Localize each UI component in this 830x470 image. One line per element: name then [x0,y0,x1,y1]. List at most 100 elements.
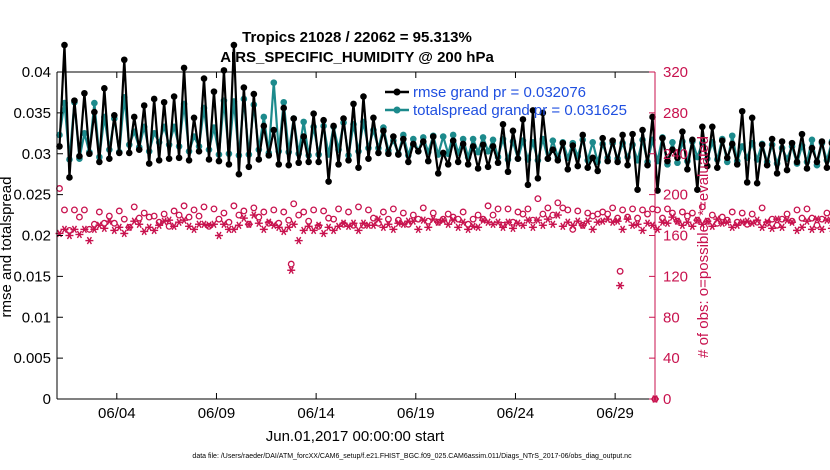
rmse-point [768,135,776,143]
obs-possible-marker [389,205,397,213]
obs-evaluated-marker [254,219,263,228]
rmse-point [130,113,138,121]
totalspread-point [300,118,307,126]
rmse-point [454,158,462,166]
y-tick-label: 0.015 [13,268,51,285]
obs-evaluated-marker [768,224,777,233]
obs-evaluated-marker [459,218,468,227]
rmse-point [365,155,372,162]
rmse-point [554,156,562,164]
rmse-point [135,146,143,153]
obs-possible-marker [803,205,811,213]
y2-tick-label: 80 [663,309,680,326]
obs-evaluated-marker [763,218,772,227]
rmse-point [429,133,437,140]
rmse-point [66,174,73,181]
obs-evaluated-marker [274,223,283,232]
obs-possible-marker [619,206,627,214]
obs-evaluated-marker [239,214,248,222]
totalspread-point [270,79,278,86]
obs-evaluated-marker [369,221,378,230]
rmse-point [589,154,597,162]
rmse-point [165,155,173,162]
obs-possible-marker [539,210,547,218]
obs-possible-marker [808,214,816,222]
y2-tick-label: 0 [663,391,671,408]
obs-evaluated-marker [409,217,418,226]
legend-spread-label: totalspread grand pr = 0.031625 [413,102,627,119]
obs-evaluated-marker [329,226,338,235]
obs-evaluated-marker [558,222,567,231]
obs-evaluated-marker [723,218,732,227]
y-tick-label: 0.03 [22,146,51,163]
rmse-point [305,158,312,166]
rmse-point [649,113,656,121]
obs-evaluated-marker [140,227,149,236]
obs-evaluated-marker [65,231,74,240]
obs-evaluated-marker [249,211,258,219]
totalspread-point [549,137,557,144]
rmse-line [58,43,830,192]
rmse-point [145,160,153,167]
rmse-point [818,138,826,145]
plot-background [57,72,655,399]
obs-evaluated-marker [528,223,537,232]
y2-tick-label: 160 [663,228,688,245]
rmse-point [185,156,193,164]
obs-possible-marker [414,215,422,223]
obs-count-markers [55,185,830,403]
rmse-point [340,115,347,122]
rmse-point [235,170,243,178]
obs-evaluated-marker [444,220,453,229]
obs-possible-marker [295,211,303,219]
obs-evaluated-marker [90,225,99,234]
rmse-point [728,140,736,148]
obs-possible-marker [664,205,671,213]
rmse-point [738,107,746,115]
obs-evaluated-marker [160,217,169,226]
obs-evaluated-marker [508,224,517,233]
y2-axis-label: # of obs: o=possible; *=evaluated [695,136,712,358]
rmse-point [763,161,771,169]
x-tick-label: 06/29 [596,405,634,422]
rmse-point [733,161,741,168]
x-tick-label: 06/24 [497,405,535,422]
obs-evaluated-marker [190,225,199,234]
x-tick-label: 06/09 [198,405,236,422]
rmse-point [758,141,766,149]
rmse-point [639,126,646,134]
rmse-point [410,140,417,148]
obs-evaluated-marker [553,211,562,219]
obs-possible-marker [215,215,223,223]
obs-possible-marker [195,212,203,220]
rmse-point [584,164,592,171]
obs-possible-marker [190,206,198,214]
obs-possible-marker [459,208,467,216]
rmse-point [220,67,228,74]
y2-tick-label: 40 [663,350,680,367]
totalspread-point [669,139,676,146]
rmse-point [529,107,537,114]
obs-evaluated-marker [309,226,318,235]
obs-evaluated-marker [693,216,702,224]
obs-possible-marker [90,220,98,228]
rmse-point [320,116,327,124]
rmse-point [375,149,382,157]
obs-evaluated-marker [499,223,508,232]
totalspread-point [91,99,98,107]
obs-evaluated-marker [287,266,296,275]
obs-possible-marker [519,210,527,218]
obs-evaluated-marker [788,218,797,227]
obs-evaluated-marker [548,220,557,229]
rmse-point [514,155,522,162]
obs-possible-marker [634,214,642,222]
x-axis-label: Jun.01,2017 00:00:00 start [266,428,445,445]
obs-evaluated-marker [294,236,303,245]
rmse-point [96,158,103,166]
rmse-point [599,134,606,142]
obs-possible-marker [170,207,178,215]
obs-evaluated-marker [578,221,587,230]
obs-evaluated-marker [424,223,433,232]
rmse-point [489,143,497,150]
